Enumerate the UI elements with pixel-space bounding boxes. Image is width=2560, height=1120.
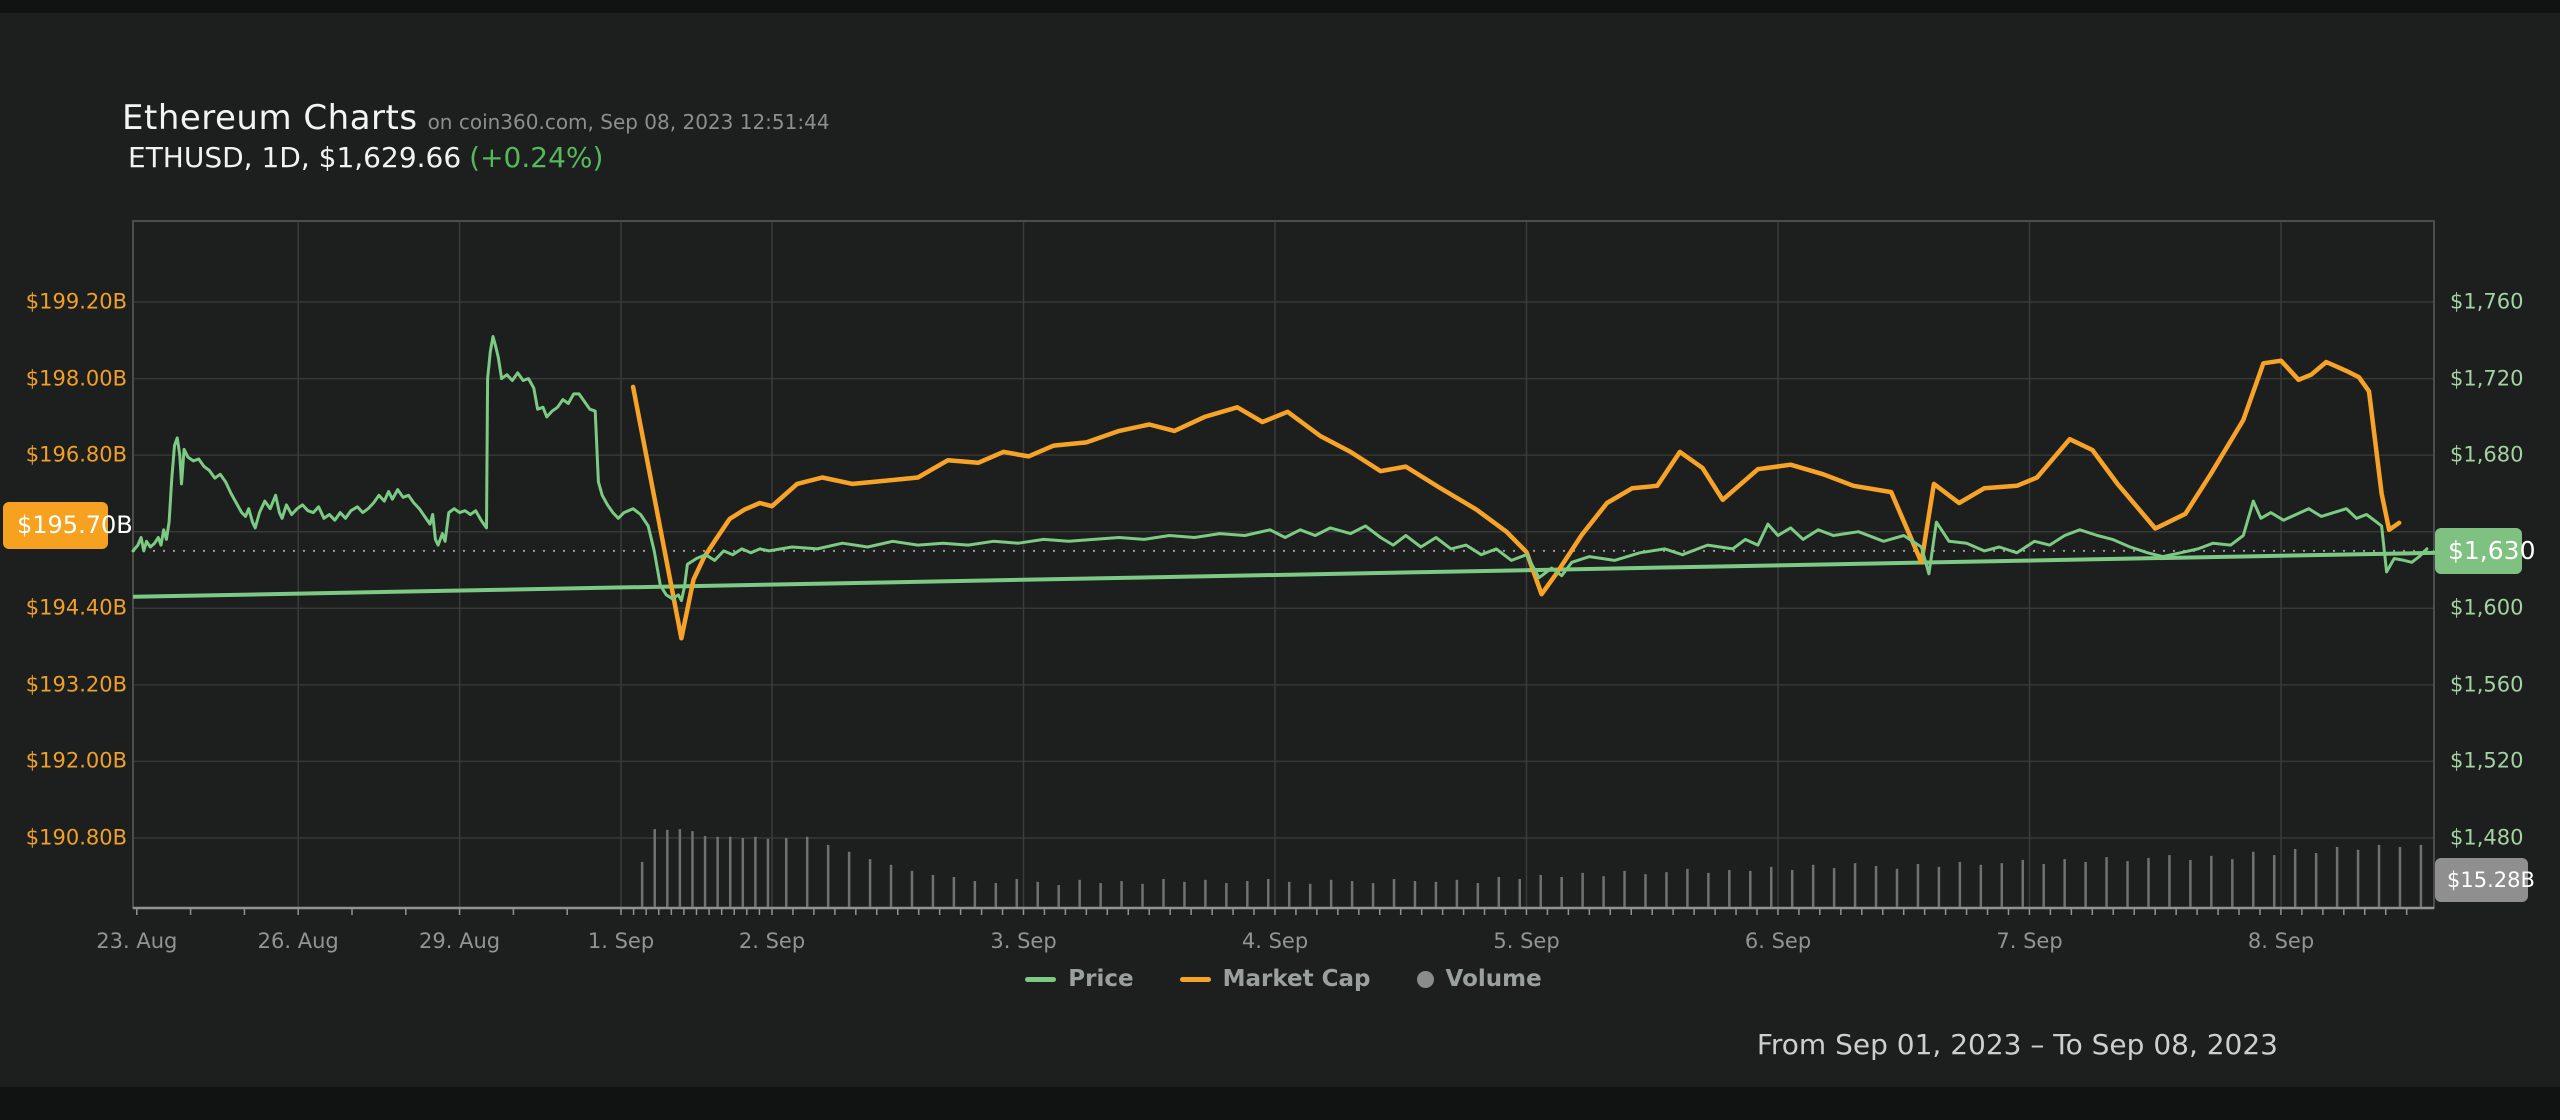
plot-border: [132, 220, 2435, 909]
market-cap-axis-label: $193.20B: [25, 672, 127, 697]
legend-label-price: Price: [1068, 966, 1134, 992]
market-cap-current-badge: $195.70B: [3, 501, 133, 549]
legend: Price Market Cap Volume: [133, 966, 2434, 992]
date-axis-label: 2. Sep: [738, 929, 806, 953]
market-cap-axis-label: $192.00B: [25, 748, 127, 773]
top-letterbox-strip: [0, 0, 2560, 13]
price-current-badge: $1,630: [2435, 527, 2535, 574]
legend-item-market-cap[interactable]: Market Cap: [1179, 966, 1371, 992]
legend-item-volume[interactable]: Volume: [1416, 966, 1542, 992]
date-axis-label: 8. Sep: [2247, 929, 2315, 953]
market-cap-axis-label: $198.00B: [25, 366, 127, 391]
chart-header: Ethereum Charts on coin360.com, Sep 08, …: [122, 98, 830, 174]
legend-item-price[interactable]: Price: [1025, 966, 1134, 992]
date-axis-label: 29. Aug: [419, 929, 501, 953]
date-axis-label: 6. Sep: [1744, 929, 1812, 953]
legend-label-volume: Volume: [1445, 966, 1542, 992]
price-change-percent: (+0.24%): [469, 141, 604, 174]
legend-label-market-cap: Market Cap: [1222, 966, 1371, 992]
price-axis-label: $1,760: [2450, 289, 2524, 314]
price-axis-label: $1,600: [2450, 595, 2524, 620]
date-range-text: From Sep 01, 2023 – To Sep 08, 2023: [1756, 1028, 2278, 1061]
volume-dot-icon: [1416, 970, 1434, 988]
date-axis-label: 4. Sep: [1241, 929, 1309, 953]
bottom-letterbox-strip: [0, 1087, 2560, 1120]
page-subtitle: on coin360.com, Sep 08, 2023 12:51:44: [427, 110, 830, 134]
market-cap-line: [630, 358, 2402, 641]
price-trend-line: [132, 550, 2437, 599]
date-axis-label: 3. Sep: [990, 929, 1057, 953]
date-axis-label: 7. Sep: [1996, 929, 2063, 953]
date-axis-label: 23. Aug: [96, 929, 178, 953]
price-axis-label: $1,680: [2450, 442, 2524, 467]
date-axis-label: 5. Sep: [1493, 929, 1560, 953]
market-cap-line-icon: [1179, 976, 1211, 982]
market-cap-axis-label: $196.80B: [25, 442, 127, 467]
page-title: Ethereum Charts: [122, 98, 418, 138]
market-cap-axis-label: $194.40B: [25, 595, 127, 620]
market-cap-axis-label: $190.80B: [25, 825, 127, 850]
price-axis-label: $1,720: [2450, 366, 2524, 391]
symbol-price-text: ETHUSD, 1D, $1,629.66: [128, 141, 462, 174]
price-line: [131, 335, 2429, 603]
volume-current-badge: $15.28B: [2435, 858, 2535, 902]
price-axis-label: $1,480: [2450, 825, 2524, 850]
market-cap-axis-label: $199.20B: [25, 289, 127, 314]
price-axis-label: $1,520: [2450, 748, 2524, 773]
price-line-icon: [1025, 976, 1057, 982]
price-axis-label: $1,560: [2450, 672, 2524, 697]
date-axis-label: 26. Aug: [257, 929, 339, 953]
date-axis-label: 1. Sep: [587, 929, 655, 953]
